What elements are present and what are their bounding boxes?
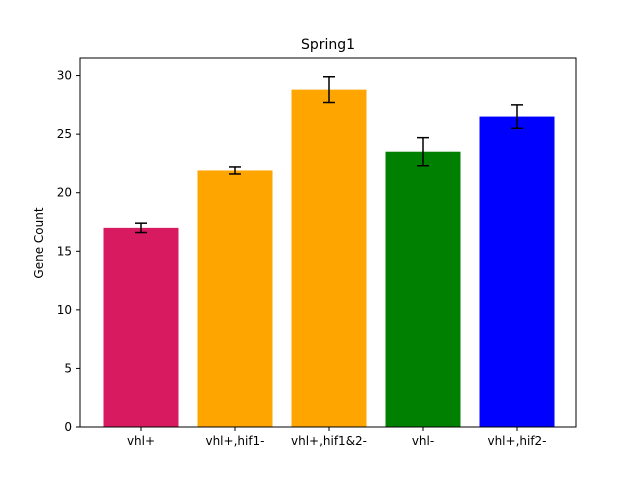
y-tick-label-2: 10 [57,303,72,317]
bar-0 [103,227,179,427]
y-axis-label: Gene Count [32,207,46,278]
error-bar-3 [417,136,429,167]
x-tick-label-1: vhl+,hif1- [205,434,264,448]
error-bar-2 [323,75,335,104]
axes-frame [79,57,577,428]
y-tick-label-4: 20 [57,186,72,200]
x-tick-label-3: vhl- [412,434,434,448]
y-axis-ticks: 0 5 10 15 20 25 30 [57,69,80,434]
error-bar-0 [135,222,147,234]
x-tick-label-0: vhl+ [127,434,155,448]
y-tick-label-3: 15 [57,244,72,258]
error-bars-group [135,75,523,234]
error-bar-1 [229,166,241,175]
error-bar-4 [511,104,523,130]
bar-1 [197,170,273,427]
chart-title: Spring1 [301,37,355,53]
y-tick-label-1: 5 [64,361,72,375]
x-tick-label-2: vhl+,hif1&2- [291,434,367,448]
bar-3 [385,151,461,427]
y-tick-label-5: 25 [57,127,72,141]
x-tick-label-4: vhl+,hif2- [487,434,546,448]
bar-2 [291,89,367,427]
y-tick-label-0: 0 [64,420,72,434]
y-tick-label-6: 30 [57,69,72,83]
x-axis-ticks: vhl+ vhl+,hif1- vhl+,hif1&2- vhl-vhl+,hif2- [127,427,547,448]
bars-group [103,89,555,428]
bar-4 [479,116,555,428]
